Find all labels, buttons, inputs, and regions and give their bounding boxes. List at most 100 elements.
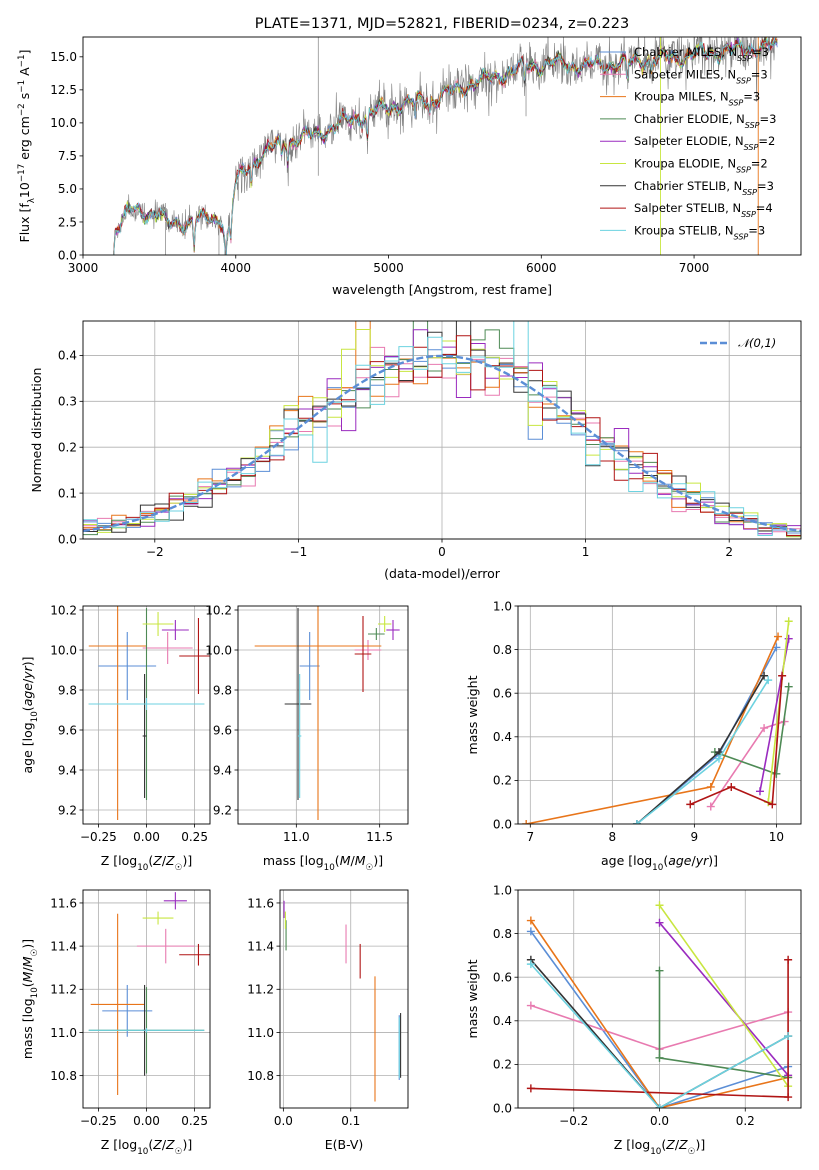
plot-area [526, 901, 793, 1108]
axes-frame [279, 889, 409, 1109]
legend-subscript: SSP [741, 210, 756, 219]
label-part: ( [663, 853, 668, 868]
y-axis-label: mass [log10(M/M☉)] [20, 939, 40, 1059]
axes-frame [237, 605, 409, 825]
y-tick-label: 15.0 [50, 50, 77, 64]
mass-weight-marker [655, 966, 664, 975]
mass-weight-marker [784, 682, 793, 691]
mass-weight-marker [655, 918, 664, 927]
y-tick-label: 10.2 [205, 603, 232, 617]
y-tick-label: 0.0 [58, 532, 77, 546]
legend-label: Chabrier MILES, N [634, 45, 737, 59]
plot-area [254, 606, 400, 820]
label-part: 10 [652, 863, 663, 873]
mass-weight-marker [764, 676, 773, 685]
x-tick-label: −2 [146, 545, 164, 559]
mass-weight-marker [727, 782, 736, 791]
mass-weight-marker [655, 1104, 664, 1108]
label-part: 10 [324, 863, 335, 873]
mass-weight-marker [760, 671, 769, 680]
label-part: 10 [650, 1147, 661, 1157]
label-part: ( [148, 853, 153, 868]
panel-age-vs-mass: 11.0 11.5 9.2 9.4 9.6 9.8 10.0 10.2 mass [log10(… [205, 603, 409, 873]
errorbar-kroupa-elodie [142, 612, 174, 636]
mass-weight-marker [526, 927, 535, 936]
mass-weight-line-0 [530, 930, 789, 1108]
axes-frame [82, 889, 211, 1109]
y-tick-label: 0.2 [493, 774, 512, 788]
x-tick-label: 0.25 [181, 830, 208, 844]
y-tick-label: 0.0 [493, 1101, 512, 1115]
errorbar-chabrier-elodie [368, 628, 385, 640]
label-part: )] [708, 853, 718, 868]
x-tick-label: 6000 [526, 261, 557, 275]
mass-weight-marker [526, 916, 535, 925]
mass-weight-line-7 [689, 675, 783, 806]
panel-massweight-vs-Z: −0.2 0.0 0.20.00.20.40.60.81.0Z [log10(Z/Z… [465, 883, 802, 1157]
errorbar-salpeter-miles [354, 640, 382, 660]
label-part: Z [log [101, 1137, 137, 1152]
label-part: ☉ [688, 1147, 696, 1157]
legend-value: =3 [752, 45, 769, 59]
x-tick-label: 0.0 [274, 1114, 293, 1128]
label-part: yr [20, 665, 35, 679]
legend-subscript: SSP [734, 232, 749, 241]
plot-area [283, 900, 402, 1102]
x-tick-label: 0.2 [736, 1114, 755, 1128]
y-tick-label: 0.2 [58, 441, 77, 455]
x-axis-label: Z [log10(Z/Z☉)] [614, 1137, 706, 1157]
x-tick-label: 0.00 [133, 830, 160, 844]
legend-value: =3 [760, 112, 777, 126]
legend-entry: Chabrier MILES, NSSP=3 [634, 45, 769, 63]
x-tick-label: 7000 [679, 261, 710, 275]
x-tick-label: 2 [725, 545, 733, 559]
label-part: A [17, 67, 32, 80]
histogram-8 [83, 321, 801, 539]
errorbar-kroupa-stelib [88, 698, 205, 710]
y-tick-label: 11.6 [50, 896, 77, 910]
errorbar-salpeter-stelib [179, 943, 210, 966]
x-tick-label: −0.25 [80, 830, 117, 844]
legend-value: =3 [743, 90, 760, 104]
errorbar-chabrier-stelib [284, 608, 312, 800]
mass-weight-marker [526, 1084, 535, 1093]
errorbar-kroupa-miles [254, 606, 382, 820]
x-tick-label: 1 [582, 545, 590, 559]
label-part: mass [log [263, 853, 324, 868]
y-tick-label: 0.0 [58, 248, 77, 262]
label-part: 10 [17, 182, 32, 198]
y-tick-label: 0.8 [493, 643, 512, 657]
mass-weight-marker [632, 820, 641, 824]
y-axis-label: mass weight [465, 959, 480, 1038]
label-part: ( [20, 982, 35, 987]
errorbar-kroupa-stelib [298, 674, 302, 798]
mass-weight-line-3 [658, 970, 789, 1079]
y-tick-label: 0.2 [493, 1058, 512, 1072]
legend-value: =3 [748, 223, 765, 237]
label-part: ☉ [175, 1147, 183, 1157]
plot-area [113, 37, 778, 255]
x-tick-label: 5000 [373, 261, 404, 275]
plot-area [88, 892, 210, 1096]
x-tick-label: 8 [609, 830, 617, 844]
y-tick-label: 0.0 [493, 817, 512, 831]
y-tick-label: 11.2 [247, 983, 274, 997]
mass-weight-marker [784, 1032, 793, 1041]
x-axis-label: mass [log10(M/M☉)] [263, 853, 383, 873]
x-tick-label: 3000 [68, 261, 99, 275]
label-part: / [675, 1137, 680, 1152]
y-tick-label: 9.8 [58, 683, 77, 697]
errorbar-chabrier-miles [299, 632, 320, 700]
y-tick-label: 9.4 [213, 763, 232, 777]
label-part: 10 [30, 987, 40, 998]
x-tick-label: 0.00 [133, 1114, 160, 1128]
plot-area [83, 321, 801, 539]
axes-frame [82, 36, 802, 256]
label-part: / [692, 853, 697, 868]
y-tick-label: 10.8 [247, 1069, 274, 1083]
legend-value: =3 [751, 67, 768, 81]
y-tick-label: 1.0 [493, 883, 512, 897]
y-tick-label: 5.0 [58, 182, 77, 196]
label-part: Flux [f [17, 203, 32, 243]
errorbar-salpeter-stelib [179, 618, 210, 694]
